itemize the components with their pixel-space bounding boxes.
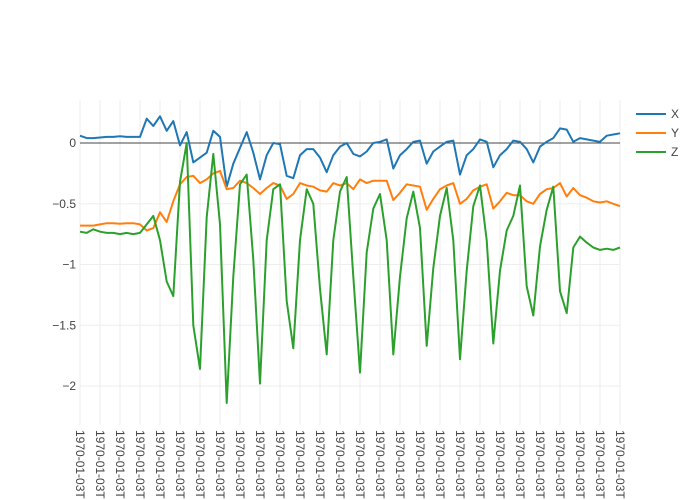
x-tick-label: 1970-01-03T [73, 430, 87, 499]
x-tick-label: 1970-01-03T [453, 430, 467, 499]
x-tick-label: 1970-01-03T [113, 430, 127, 499]
x-tick-label: 1970-01-03T [493, 430, 507, 499]
x-tick-label: 1970-01-03T [133, 430, 147, 499]
y-tick-label: −0.5 [52, 197, 76, 211]
legend-item-z[interactable]: Z [636, 145, 678, 159]
x-tick-label: 1970-01-03T [413, 430, 427, 499]
x-tick-label: 1970-01-03T [153, 430, 167, 499]
x-tick-label: 1970-01-03T [293, 430, 307, 499]
x-tick-label: 1970-01-03T [333, 430, 347, 499]
x-tick-label: 1970-01-03T [353, 430, 367, 499]
series-line-z [79, 142, 621, 404]
x-tick-label: 1970-01-03T [393, 430, 407, 499]
x-tick-label: 1970-01-03T [273, 430, 287, 499]
x-tick-label: 1970-01-03T [533, 430, 547, 499]
x-tick-label: 1970-01-03T [613, 430, 627, 499]
y-tick-label: −1.5 [52, 318, 76, 332]
x-tick-label: 1970-01-03T [433, 430, 447, 499]
y-axis: 0 −0.5 −1 −1.5 −2 [52, 136, 76, 393]
y-tick-label: 0 [69, 136, 76, 150]
x-tick-label: 1970-01-03T [213, 430, 227, 499]
legend[interactable]: XYZ [636, 107, 679, 159]
x-tick-label: 1970-01-03T [313, 430, 327, 499]
x-tick-label: 1970-01-03T [253, 430, 267, 499]
y-tick-label: −1 [62, 258, 76, 272]
x-tick-label: 1970-01-03T [373, 430, 387, 499]
plot-lines [79, 115, 621, 404]
series-line-y [80, 169, 621, 232]
x-tick-label: 1970-01-03T [473, 430, 487, 499]
x-tick-label: 1970-01-03T [573, 430, 587, 499]
x-tick-label: 1970-01-03T [553, 430, 567, 499]
series-line-x [79, 115, 621, 188]
x-axis: 1970-01-03T 1970-01-03T 1970-01-03T 1970-01… [73, 430, 627, 499]
x-tick-label: 1970-01-03T [233, 430, 247, 499]
x-tick-label: 1970-01-03T [513, 430, 527, 499]
x-tick-label: 1970-01-03T [193, 430, 207, 499]
x-tick-label: 1970-01-03T [93, 430, 107, 499]
legend-item-y[interactable]: Y [636, 126, 679, 140]
legend-label: X [671, 107, 679, 121]
y-tick-label: −2 [62, 379, 76, 393]
x-tick-label: 1970-01-03T [173, 430, 187, 499]
legend-label: Y [671, 126, 679, 140]
legend-item-x[interactable]: X [636, 107, 679, 121]
legend-label: Z [671, 145, 678, 159]
x-tick-label: 1970-01-03T [593, 430, 607, 499]
